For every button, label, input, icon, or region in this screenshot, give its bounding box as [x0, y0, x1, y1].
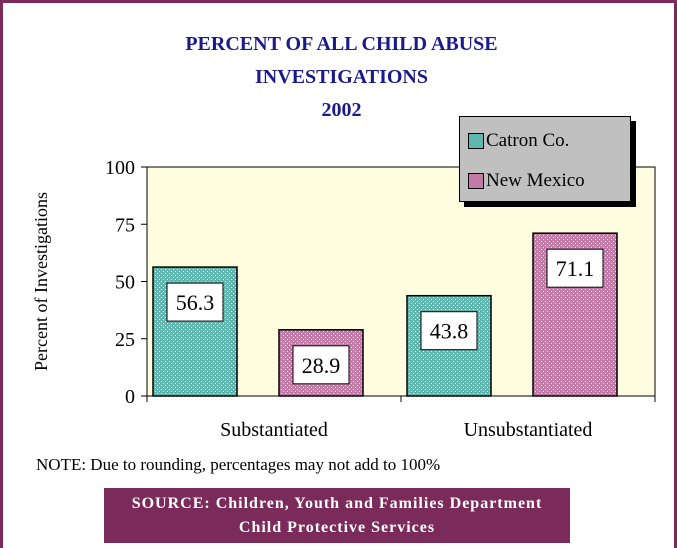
y-tick-label: 75 — [115, 214, 135, 236]
data-label-box — [292, 345, 350, 385]
data-label: 71.1 — [556, 256, 595, 281]
legend-swatch-catron — [468, 133, 484, 149]
legend-swatch-new-mexico — [468, 173, 484, 189]
rounding-note: NOTE: Due to rounding, percentages may n… — [36, 455, 441, 474]
chart-legend: Catron Co. New Mexico — [459, 116, 631, 202]
data-label: 28.9 — [302, 353, 341, 378]
x-tick-label-unsubstantiated: Unsubstantiated — [464, 419, 593, 441]
legend-item-new-mexico: New Mexico — [468, 169, 585, 193]
y-tick-label: 25 — [115, 329, 135, 351]
y-tick-label: 100 — [105, 157, 135, 179]
data-label-box — [420, 311, 478, 351]
chart-title-line-2: INVESTIGATIONS — [254, 66, 429, 88]
y-axis-title: Percent of Investigations — [31, 192, 51, 371]
data-label-box — [546, 248, 604, 288]
chart-title-line-3: 2002 — [321, 99, 362, 121]
data-label: 43.8 — [430, 319, 469, 344]
data-label: 56.3 — [176, 290, 215, 315]
source-line-1: SOURCE: Children, Youth and Families Dep… — [131, 495, 543, 512]
legend-label-new-mexico: New Mexico — [486, 170, 585, 191]
x-tick-label-substantiated: Substantiated — [220, 419, 328, 441]
y-tick-label: 50 — [115, 272, 135, 294]
data-label-box — [166, 282, 224, 322]
source-line-2: Child Protective Services — [238, 519, 436, 536]
source-box: SOURCE: Children, Youth and Families Dep… — [104, 488, 570, 543]
bar-chart: 0 25 50 75 100 Percent of Investigations 56.3 2… — [31, 157, 656, 441]
y-tick-label: 0 — [125, 386, 135, 408]
legend-item-catron: Catron Co. — [468, 129, 569, 153]
legend-label-catron: Catron Co. — [486, 130, 570, 151]
chart-title-line-1: PERCENT OF ALL CHILD ABUSE — [185, 33, 498, 55]
